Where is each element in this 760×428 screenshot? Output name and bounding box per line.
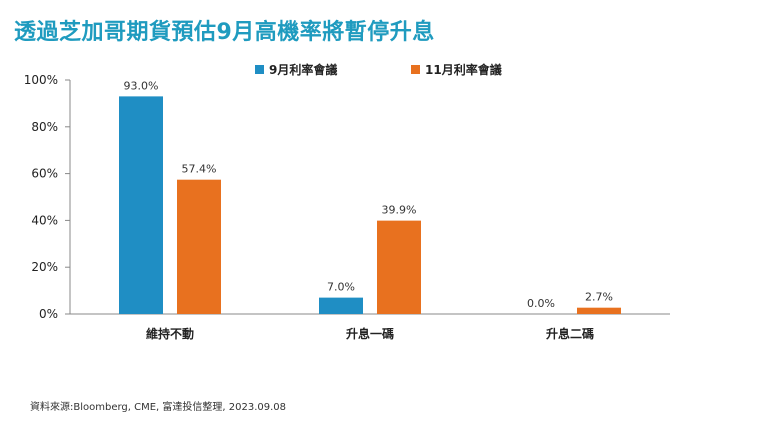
bar-chart: 0% 20% 40% 60% 80% 100% 93.0% 57.4% 維持不動 7.0% 39.9… xyxy=(24,62,670,341)
x-tick-label: 升息二碼 xyxy=(546,326,594,341)
bar xyxy=(177,179,221,314)
data-label: 7.0% xyxy=(327,281,355,294)
bar xyxy=(319,297,363,314)
bar xyxy=(119,96,163,314)
chart-title: 透過芝加哥期貨預估9月高機率將暫停升息 xyxy=(14,20,435,45)
data-label: 93.0% xyxy=(124,79,159,92)
data-label: 2.7% xyxy=(585,291,613,304)
y-tick-label: 80% xyxy=(31,120,58,134)
y-tick-label: 0% xyxy=(39,307,58,321)
legend-label: 11月利率會議 xyxy=(425,62,502,77)
y-tick-label: 40% xyxy=(31,213,58,227)
data-label: 57.4% xyxy=(182,163,217,176)
x-tick-label: 維持不動 xyxy=(146,326,194,341)
bar xyxy=(377,220,421,314)
data-label: 39.9% xyxy=(382,204,417,217)
source-note: 資料來源:Bloomberg, CME, 富達投信整理, 2023.09.08 xyxy=(30,402,287,413)
y-tick-label: 100% xyxy=(24,73,58,87)
x-tick-label: 升息一碼 xyxy=(346,326,394,341)
data-label: 0.0% xyxy=(527,297,555,310)
y-tick-label: 20% xyxy=(31,260,58,274)
bar xyxy=(577,307,621,314)
legend-label: 9月利率會議 xyxy=(269,62,337,77)
y-tick-label: 60% xyxy=(31,167,58,181)
legend-swatch xyxy=(411,65,420,74)
legend-swatch xyxy=(255,65,264,74)
